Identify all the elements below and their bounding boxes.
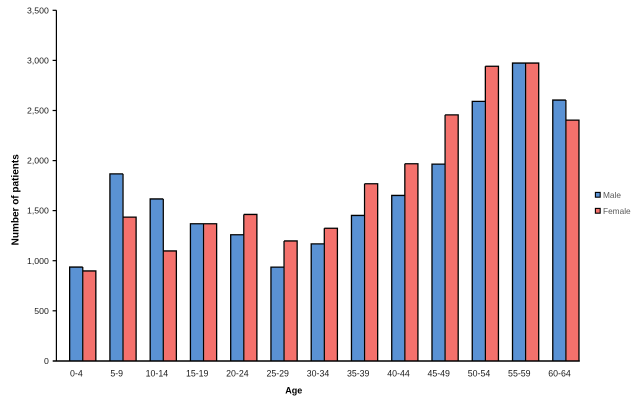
svg-text:Female: Female [603,206,631,216]
svg-text:25-29: 25-29 [266,368,289,378]
svg-text:2,000: 2,000 [27,156,49,166]
svg-text:10-14: 10-14 [146,368,169,378]
svg-text:0: 0 [44,356,49,366]
svg-text:5-9: 5-9 [110,368,123,378]
svg-text:2,500: 2,500 [27,106,49,116]
svg-text:15-19: 15-19 [186,368,209,378]
svg-text:3,000: 3,000 [27,56,49,66]
svg-text:20-24: 20-24 [226,368,249,378]
svg-text:55-59: 55-59 [508,368,531,378]
svg-text:45-49: 45-49 [427,368,450,378]
svg-text:1,000: 1,000 [27,256,49,266]
svg-text:50-54: 50-54 [468,368,491,378]
svg-text:Number of patients: Number of patients [11,154,22,246]
svg-text:0-4: 0-4 [70,368,83,378]
svg-text:Male: Male [603,190,621,200]
svg-text:60-64: 60-64 [548,368,571,378]
svg-text:1,500: 1,500 [27,206,49,216]
svg-text:3,500: 3,500 [27,5,49,15]
svg-text:30-34: 30-34 [307,368,330,378]
svg-text:35-39: 35-39 [347,368,370,378]
svg-text:500: 500 [34,306,49,316]
svg-text:40-44: 40-44 [387,368,410,378]
svg-text:Age: Age [285,386,302,396]
